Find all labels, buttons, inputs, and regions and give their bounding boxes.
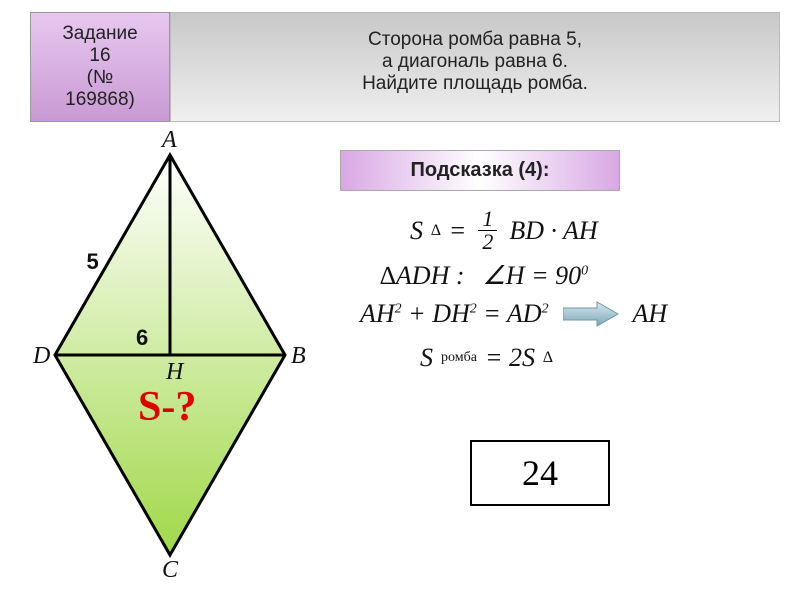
answer-box: 24	[470, 440, 610, 506]
f4-S: S	[420, 343, 433, 373]
problem-line3: Найдите площадь ромба.	[191, 73, 759, 95]
problem-statement: Сторона ромба равна 5, а диагональ равна…	[170, 12, 780, 122]
f1-sub: ∆	[431, 222, 441, 240]
f1-eq: =	[449, 216, 467, 246]
f1-frac: 1 2	[478, 208, 497, 253]
f4-sub2: ∆	[543, 349, 553, 367]
task-badge: Задание 16 (№ 169868)	[30, 12, 170, 122]
hint-label: Подсказка (4):	[411, 159, 550, 181]
f4-sub: ромба	[441, 350, 477, 366]
formula-block: S∆ = 1 2 BD · AH ∆ADH : ∠H = 900 AH2 + D…	[360, 200, 780, 381]
task-line3: (№	[43, 67, 157, 89]
formula-triangle-right: ∆ADH : ∠H = 900	[380, 261, 780, 291]
task-line2: 16	[43, 45, 157, 67]
f2-right: ∠H = 90	[483, 261, 582, 290]
f3-s3: 2	[542, 301, 549, 316]
f2-sup: 0	[581, 263, 588, 278]
f3-s1: 2	[395, 301, 402, 316]
vertex-B: B	[291, 343, 306, 370]
f1-right: BD · AH	[509, 216, 597, 246]
formula-area-triangle: S ∆ = 1 2 BD · AH	[410, 208, 780, 253]
vertex-C: C	[162, 557, 178, 584]
f3-result: AH	[633, 299, 668, 329]
f2-left: ∆ADH :	[380, 261, 465, 291]
f1-S: S	[410, 216, 423, 246]
diagonal-length-label: 6	[136, 325, 148, 351]
arrow-icon	[563, 301, 619, 327]
formula-area-rhombus: Sромба = 2S ∆	[420, 343, 780, 373]
vertex-A: A	[162, 127, 177, 154]
formula-pythagoras: AH2 + DH2 = AD2 AH	[360, 299, 780, 329]
side-length-label: 5	[87, 249, 99, 275]
f3-s2: 2	[470, 301, 477, 316]
f1-den: 2	[478, 231, 497, 253]
vertex-D: D	[33, 343, 50, 370]
problem-line1: Сторона ромба равна 5,	[191, 29, 759, 51]
f3-AH: AH	[360, 299, 395, 328]
problem-line2: а диагональ равна 6.	[191, 51, 759, 73]
f3-DH: + DH	[402, 299, 470, 328]
area-unknown-label: S-?	[138, 383, 196, 431]
vertex-H: H	[166, 359, 183, 386]
answer-value: 24	[522, 453, 558, 493]
rhombus-svg	[30, 135, 310, 575]
f4-right: = 2S	[485, 343, 535, 373]
f2-right-wrap: ∠H = 900	[483, 261, 589, 291]
task-line1: Задание	[43, 23, 157, 45]
task-line4: 169868)	[43, 89, 157, 111]
rhombus-diagram: A B C D H 5 6 S-?	[30, 135, 310, 575]
f3-AD: = AD	[477, 299, 542, 328]
hint-badge: Подсказка (4):	[340, 150, 620, 191]
f1-num: 1	[478, 208, 497, 231]
f3-expr: AH2 + DH2 = AD2	[360, 299, 549, 329]
